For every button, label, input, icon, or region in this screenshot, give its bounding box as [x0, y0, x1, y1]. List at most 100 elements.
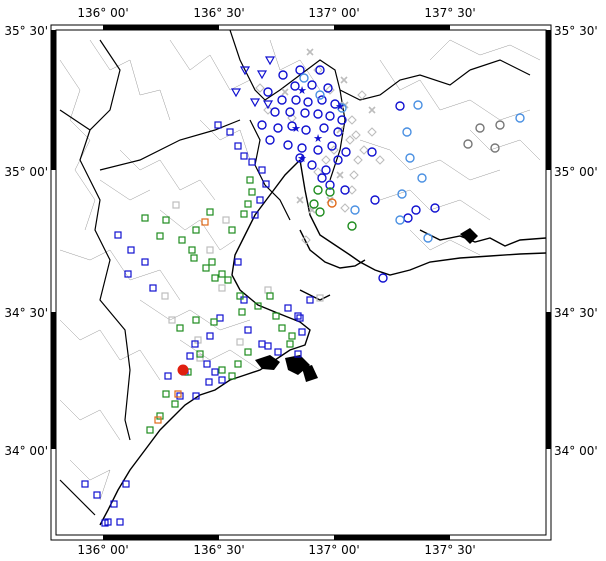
station-circle-marker [327, 141, 337, 151]
station-circle-marker [423, 233, 433, 243]
station-square-marker [294, 350, 302, 358]
station-triangle-marker [239, 66, 251, 76]
station-square-marker [262, 180, 270, 188]
station-circle-marker [515, 113, 525, 123]
station-circle-marker [495, 120, 505, 130]
station-square-marker [240, 210, 248, 218]
station-diamond-marker [263, 105, 273, 115]
station-diamond-marker [329, 145, 339, 155]
station-circle-marker [313, 109, 323, 119]
station-diamond-marker [340, 203, 350, 213]
station-square-marker [141, 214, 149, 222]
station-square-marker [114, 231, 122, 239]
station-circle-marker [283, 140, 293, 150]
station-square-marker [240, 152, 248, 160]
station-square-marker [186, 352, 194, 360]
station-square-marker [248, 158, 256, 166]
station-square-marker [208, 258, 216, 266]
station-circle-marker [263, 87, 273, 97]
station-diamond-marker [301, 235, 311, 245]
station-circle-marker [301, 125, 311, 135]
tick-labels: 136° 00' 136° 30' 137° 00' 137° 30' 136°… [4, 6, 597, 557]
station-circle-marker [413, 100, 423, 110]
station-square-marker [236, 292, 244, 300]
station-square-marker [154, 416, 162, 424]
station-square-marker [234, 360, 242, 368]
station-triangle-marker [264, 56, 276, 66]
station-triangle-marker [256, 70, 268, 80]
station-circle-marker [333, 127, 343, 137]
station-circle-marker [319, 123, 329, 133]
station-circle-marker [315, 90, 325, 100]
station-diamond-marker [359, 145, 369, 155]
station-square-marker [264, 342, 272, 350]
station-markers: ★ ★ ★ ★ ★ [81, 48, 525, 527]
station-square-marker [256, 196, 264, 204]
station-triangle-marker [262, 100, 274, 110]
station-circle-marker [321, 165, 331, 175]
station-square-marker [211, 368, 219, 376]
station-square-marker [164, 372, 172, 380]
station-circle-marker [325, 111, 335, 121]
station-circle-marker [340, 185, 350, 195]
municipal-boundaries [59, 39, 541, 501]
station-cross-marker [306, 48, 314, 56]
station-cross-marker [340, 76, 348, 84]
station-circle-marker [327, 198, 337, 208]
station-red-filled-marker [177, 364, 189, 376]
station-circle-marker [307, 80, 317, 90]
station-square-marker [240, 296, 248, 304]
station-square-marker [248, 188, 256, 196]
station-square-marker [192, 316, 200, 324]
lon-label-bottom-3: 137° 00' [308, 543, 359, 557]
station-diamond-marker [351, 130, 361, 140]
lat-label-left-1: 35° 30' [4, 24, 48, 38]
station-circle-marker [330, 99, 340, 109]
station-square-marker [316, 294, 324, 302]
station-circle-marker [309, 199, 319, 209]
station-square-marker [188, 246, 196, 254]
station-square-marker [211, 274, 219, 282]
station-square-marker [296, 314, 304, 322]
station-square-marker [284, 304, 292, 312]
station-circle-marker [290, 81, 300, 91]
station-cross-marker [296, 196, 304, 204]
station-diamond-marker [321, 155, 331, 165]
prefecture-boundaries [59, 29, 531, 516]
station-circle-marker [270, 107, 280, 117]
station-diamond-marker [357, 90, 367, 100]
islands [255, 228, 478, 382]
station-circle-marker [350, 205, 360, 215]
station-square-marker [251, 211, 259, 219]
station-square-marker [224, 276, 232, 284]
lon-label-bottom-2: 136° 30' [193, 543, 244, 557]
station-square-marker [171, 400, 179, 408]
station-square-marker [172, 201, 180, 209]
station-square-marker [218, 376, 226, 384]
station-square-marker [218, 270, 226, 278]
station-diamond-marker [347, 115, 357, 125]
station-circle-marker [299, 73, 309, 83]
station-square-marker [205, 378, 213, 386]
station-square-marker [156, 412, 164, 420]
station-circle-marker [341, 147, 351, 157]
coastline [99, 159, 547, 526]
station-square-marker [244, 326, 252, 334]
station-circle-marker [367, 147, 377, 157]
station-square-marker [162, 216, 170, 224]
station-circle-marker [317, 173, 327, 183]
station-square-marker [218, 366, 226, 374]
station-square-marker [278, 324, 286, 332]
station-square-marker [178, 236, 186, 244]
station-circle-marker [397, 189, 407, 199]
station-square-marker [226, 128, 234, 136]
station-square-marker [127, 246, 135, 254]
station-square-marker [122, 480, 130, 488]
station-circle-marker [370, 195, 380, 205]
station-circle-marker [313, 185, 323, 195]
station-square-marker [203, 360, 211, 368]
station-square-marker [196, 350, 204, 358]
station-square-marker [254, 302, 262, 310]
lon-label-top-2: 136° 30' [193, 6, 244, 20]
